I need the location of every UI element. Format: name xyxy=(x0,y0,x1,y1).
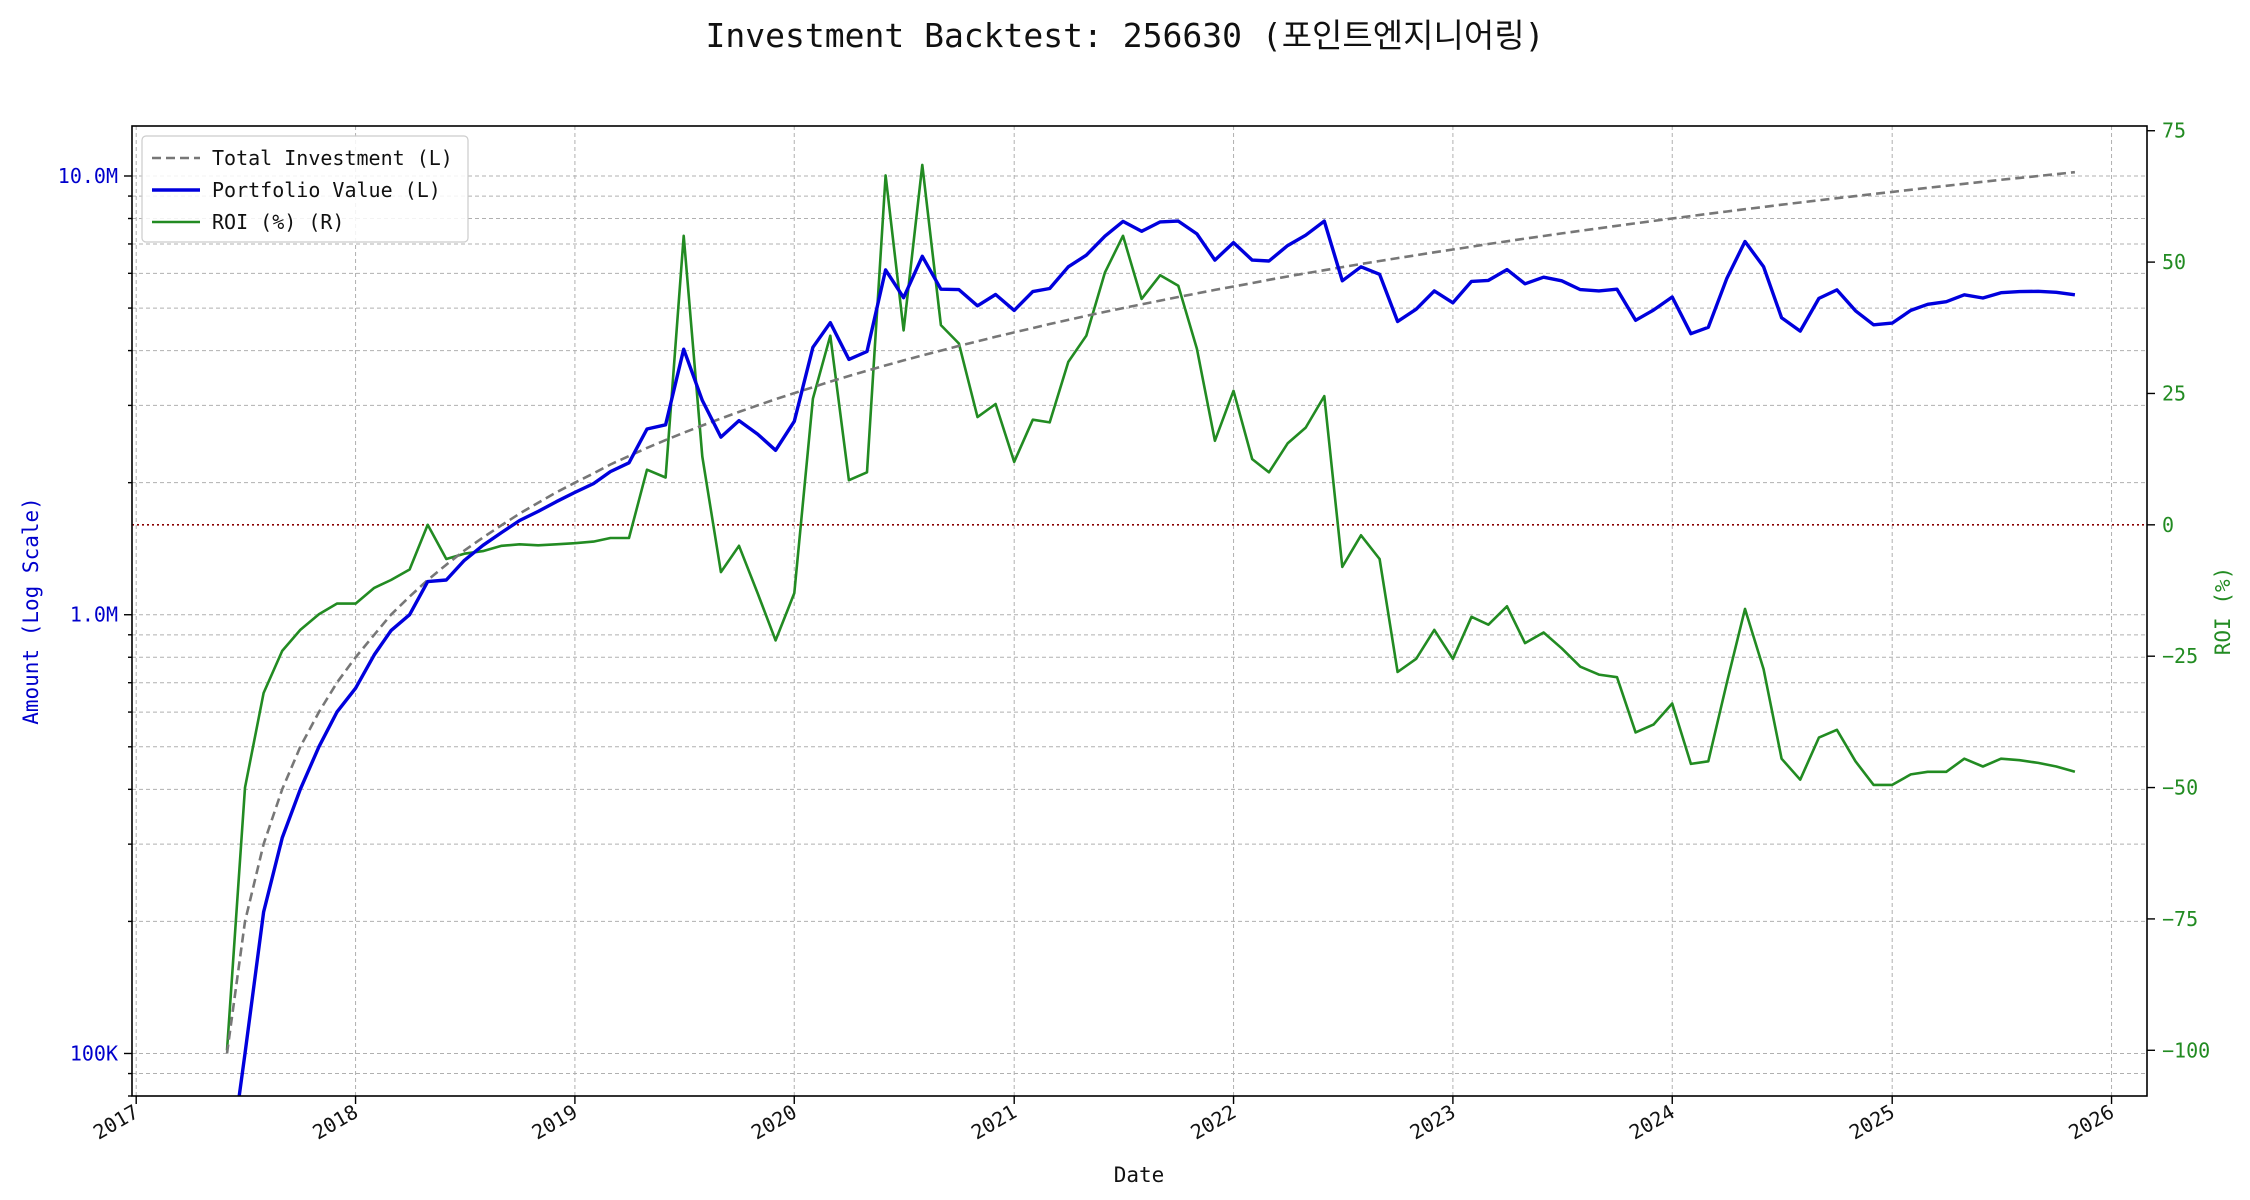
plot-frame xyxy=(131,125,2148,1097)
right-tick-label: −25 xyxy=(2162,644,2198,668)
right-tick-label: 0 xyxy=(2162,513,2174,537)
left-tick-label: 100K xyxy=(70,1041,118,1065)
x-axis-label: Date xyxy=(1114,1163,1165,1187)
chart-title: Investment Backtest: 256630 (포인트엔지니어링) xyxy=(706,16,1545,55)
right-tick-label: −75 xyxy=(2162,907,2198,931)
legend: Total Investment (L) Portfolio Value (L) R… xyxy=(141,135,469,243)
right-tick-label: 25 xyxy=(2162,381,2186,405)
series-line-portfolio-value-l xyxy=(237,219,2076,1096)
series-layer xyxy=(225,163,2076,1096)
left-tick-label: 1.0M xyxy=(70,603,118,627)
left-y-axis: 100K 1.0M 10.0M xyxy=(58,164,132,1097)
series-line-roi-r xyxy=(225,163,2076,1051)
series-line-total-investment-l xyxy=(225,170,2076,1054)
left-tick-label: 10.0M xyxy=(58,164,118,188)
right-tick-label: 75 xyxy=(2162,119,2186,143)
right-tick-label: −100 xyxy=(2162,1038,2210,1062)
right-tick-label: −50 xyxy=(2162,776,2198,800)
right-y-axis: −100 −75 −50 −25 0 25 50 75 xyxy=(2147,119,2210,1062)
legend-label: ROI (%) (R) xyxy=(212,210,344,234)
left-y-axis-label: Amount (Log Scale) xyxy=(19,497,43,725)
legend-label: Portfolio Value (L) xyxy=(212,178,441,202)
right-y-axis-label: ROI (%) xyxy=(2211,567,2235,656)
legend-box xyxy=(141,135,469,243)
grid-layer xyxy=(132,126,2147,1097)
legend-label: Total Investment (L) xyxy=(212,146,453,170)
right-tick-label: 50 xyxy=(2162,250,2186,274)
